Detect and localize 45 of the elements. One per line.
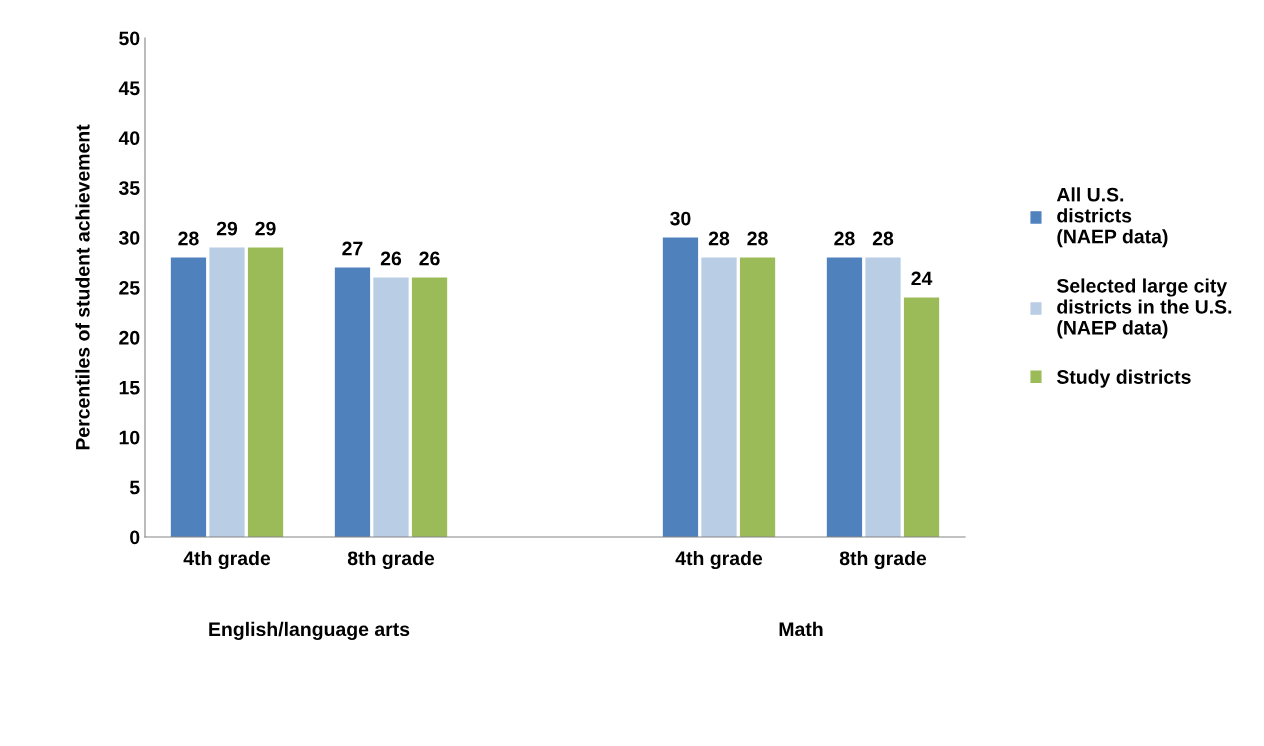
bar bbox=[209, 247, 245, 537]
data-label: 29 bbox=[216, 221, 238, 236]
x-tick-label: 4th grade bbox=[675, 550, 763, 570]
legend-label: All U.S. districts (NAEP data) bbox=[1056, 187, 1168, 248]
y-tick-label: 20 bbox=[119, 330, 140, 345]
data-label: 28 bbox=[708, 231, 730, 246]
data-label: 29 bbox=[255, 221, 276, 236]
bar bbox=[826, 257, 863, 537]
x-tick-label: 8th grade bbox=[839, 550, 927, 570]
bar bbox=[247, 247, 284, 537]
data-label: 28 bbox=[747, 231, 768, 246]
data-label: 28 bbox=[178, 231, 199, 246]
data-label: 28 bbox=[872, 231, 894, 246]
legend-label: Selected large city districts in the U.S. (NAEP data) bbox=[1056, 278, 1232, 339]
y-tick-label: 25 bbox=[119, 280, 140, 295]
data-label: 30 bbox=[670, 211, 691, 226]
bar bbox=[739, 257, 776, 537]
bar bbox=[334, 267, 371, 537]
y-tick-label: 50 bbox=[119, 31, 140, 46]
y-tick-label: 35 bbox=[118, 181, 140, 195]
y-axis-title: Percentiles of student achievement bbox=[75, 124, 90, 450]
legend-label: Study districts bbox=[1056, 369, 1191, 388]
y-tick-label: 5 bbox=[129, 480, 140, 495]
x-tick-label: 8th grade bbox=[347, 550, 435, 570]
bar bbox=[701, 257, 737, 537]
text: English/language arts bbox=[209, 621, 410, 641]
y-tick-label: 30 bbox=[118, 231, 140, 245]
bar bbox=[662, 237, 699, 537]
data-label: 24 bbox=[911, 271, 933, 286]
y-tick-label: 15 bbox=[119, 380, 140, 395]
y-tick-label: 45 bbox=[118, 81, 140, 96]
bar bbox=[170, 257, 207, 537]
x-tick-label: 4th grade bbox=[183, 550, 271, 570]
text: Math bbox=[779, 621, 823, 637]
bar bbox=[411, 277, 448, 537]
bar bbox=[373, 277, 409, 537]
y-tick-label: 40 bbox=[118, 131, 140, 146]
data-label: 26 bbox=[419, 251, 440, 266]
data-label: 27 bbox=[342, 241, 363, 256]
data-label: 28 bbox=[834, 231, 855, 246]
data-label: 26 bbox=[380, 251, 402, 266]
y-tick-label: 0 bbox=[130, 530, 140, 545]
bar bbox=[903, 297, 940, 537]
bar bbox=[865, 257, 901, 537]
y-tick-label: 10 bbox=[119, 430, 140, 445]
